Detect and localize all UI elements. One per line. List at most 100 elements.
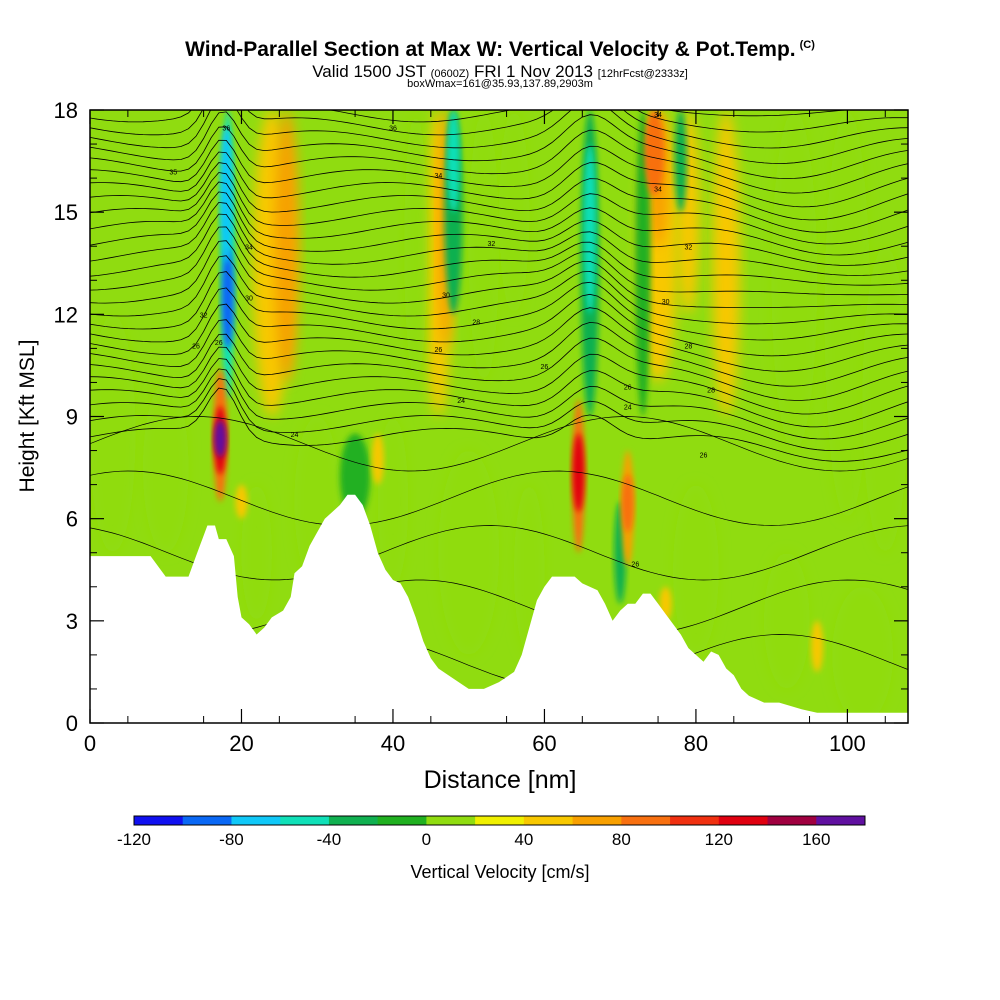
updraft-11	[235, 484, 248, 519]
contour-label: 26	[192, 343, 200, 350]
y-tick-label: 12	[54, 302, 78, 327]
colorbar-tick-label: 40	[514, 830, 533, 849]
contour-labels: 3636343534343432323030303228282626242426…	[169, 112, 715, 569]
colorbar-swatch	[377, 816, 427, 825]
colorbar-swatch	[767, 816, 817, 825]
colorbar-frame	[133, 815, 866, 826]
band-14	[824, 110, 871, 519]
contour-label: 24	[291, 432, 299, 439]
contour-label: 30	[662, 299, 670, 306]
colorbar-swatch	[523, 816, 574, 825]
x-axis-title: Distance [nm]	[423, 766, 577, 794]
y-tick-label: 6	[66, 507, 78, 532]
contour-label: 24	[624, 405, 632, 412]
colorbar-swatch	[621, 816, 671, 825]
colorbar-swatch	[670, 816, 720, 825]
updraft-6	[621, 474, 634, 533]
band-22	[832, 586, 893, 723]
downdraft-8	[674, 110, 687, 213]
colorbar-swatch	[816, 816, 866, 825]
theta-contour-8	[90, 287, 908, 357]
colorbar-swatch	[426, 816, 476, 825]
x-tick-label: 100	[829, 731, 866, 756]
x-tick-label: 40	[381, 731, 405, 756]
velocity-field	[90, 110, 908, 723]
contour-label: 30	[442, 292, 450, 299]
y-tick-label: 0	[66, 711, 78, 736]
x-tick-label: 80	[684, 731, 708, 756]
contour-label: 26	[624, 384, 632, 391]
colorbar-tick-label: -80	[219, 830, 244, 849]
band-6	[404, 110, 428, 383]
band-23	[241, 484, 272, 621]
contour-label: 34	[435, 173, 443, 180]
x-tick-label: 20	[229, 731, 253, 756]
contour-label: 26	[631, 561, 639, 568]
theta-contour-low-1	[90, 470, 908, 526]
contour-label: 36	[389, 125, 397, 132]
theta-contour-24	[90, 110, 908, 149]
contour-label: 36	[222, 125, 230, 132]
theta-contour-15	[90, 191, 908, 266]
colorbar-tick-label: 80	[612, 830, 631, 849]
theta-contour-9	[90, 271, 908, 341]
downdraft-1	[221, 246, 234, 349]
updraft-9	[811, 620, 824, 672]
downdraft-4	[447, 110, 460, 213]
colorbar-title: Vertical Velocity [cm/s]	[410, 862, 590, 882]
theta-contour-14	[90, 201, 908, 276]
band-18	[438, 450, 499, 655]
theta-contour-20	[90, 139, 908, 208]
band-12	[712, 110, 740, 417]
theta-contour-21	[90, 126, 908, 194]
contour-label: 32	[684, 245, 692, 252]
contour-label: 24	[457, 398, 465, 405]
colorbar-swatch	[718, 816, 769, 825]
contour-label: 32	[488, 241, 496, 248]
contour-label: 32	[200, 313, 208, 320]
band-8	[498, 110, 530, 315]
colorbar-tick-label: 0	[422, 830, 431, 849]
theta-contour-16	[90, 181, 908, 256]
colorbar-swatch	[280, 816, 330, 825]
updraft-7	[644, 110, 665, 196]
band-15	[862, 246, 908, 553]
colorbar-tick-label: -40	[317, 830, 342, 849]
theta-contour-11	[90, 240, 908, 308]
box-info: boxWmax=161@35.93,137.89,2903m	[407, 78, 593, 90]
theta-contour-25	[90, 110, 908, 133]
contour-label: 34	[245, 245, 253, 252]
theta-contour-19	[90, 151, 908, 221]
theta-contour-17	[90, 172, 908, 245]
colorbar-tick-label: -120	[117, 830, 151, 849]
x-tick-label: 0	[84, 731, 96, 756]
colorbar-swatch	[231, 816, 281, 825]
theta-contour-1	[90, 378, 908, 451]
chart-subtitle: Valid 1500 JST (0600Z) FRI 1 Nov 2013 [1…	[0, 62, 1000, 82]
band-7	[468, 110, 499, 383]
contour-label: 35	[169, 170, 177, 177]
theta-contour-23	[90, 110, 908, 165]
contour-label: 26	[215, 340, 223, 347]
theta-contour-0	[90, 387, 908, 462]
contour-label: 30	[245, 296, 253, 303]
theta-contour-12	[90, 226, 908, 296]
y-tick-label: 18	[54, 98, 78, 123]
y-tick-label: 15	[54, 200, 78, 225]
theta-contour-low-0	[90, 416, 908, 472]
plot-area: 3636343534343432323030303228282626242426…	[90, 110, 908, 723]
forecast-info: [12hrFcst@2333z]	[597, 68, 688, 80]
downdraft-6	[583, 144, 596, 315]
theta-contour-22	[90, 111, 908, 180]
theta-contour-4	[90, 346, 908, 415]
colorbar: -120 -80 -40 0 40 80 120 160	[117, 815, 866, 849]
colorbar-swatch	[475, 816, 525, 825]
band-0	[90, 314, 136, 553]
contour-label: 28	[472, 320, 480, 327]
band-17	[377, 416, 409, 587]
updraft-2	[214, 419, 227, 458]
band-21	[764, 552, 810, 689]
valid-time: Valid 1500 JST	[312, 62, 426, 81]
contour-label: 26	[435, 347, 443, 354]
theta-contour-26	[665, 110, 850, 117]
